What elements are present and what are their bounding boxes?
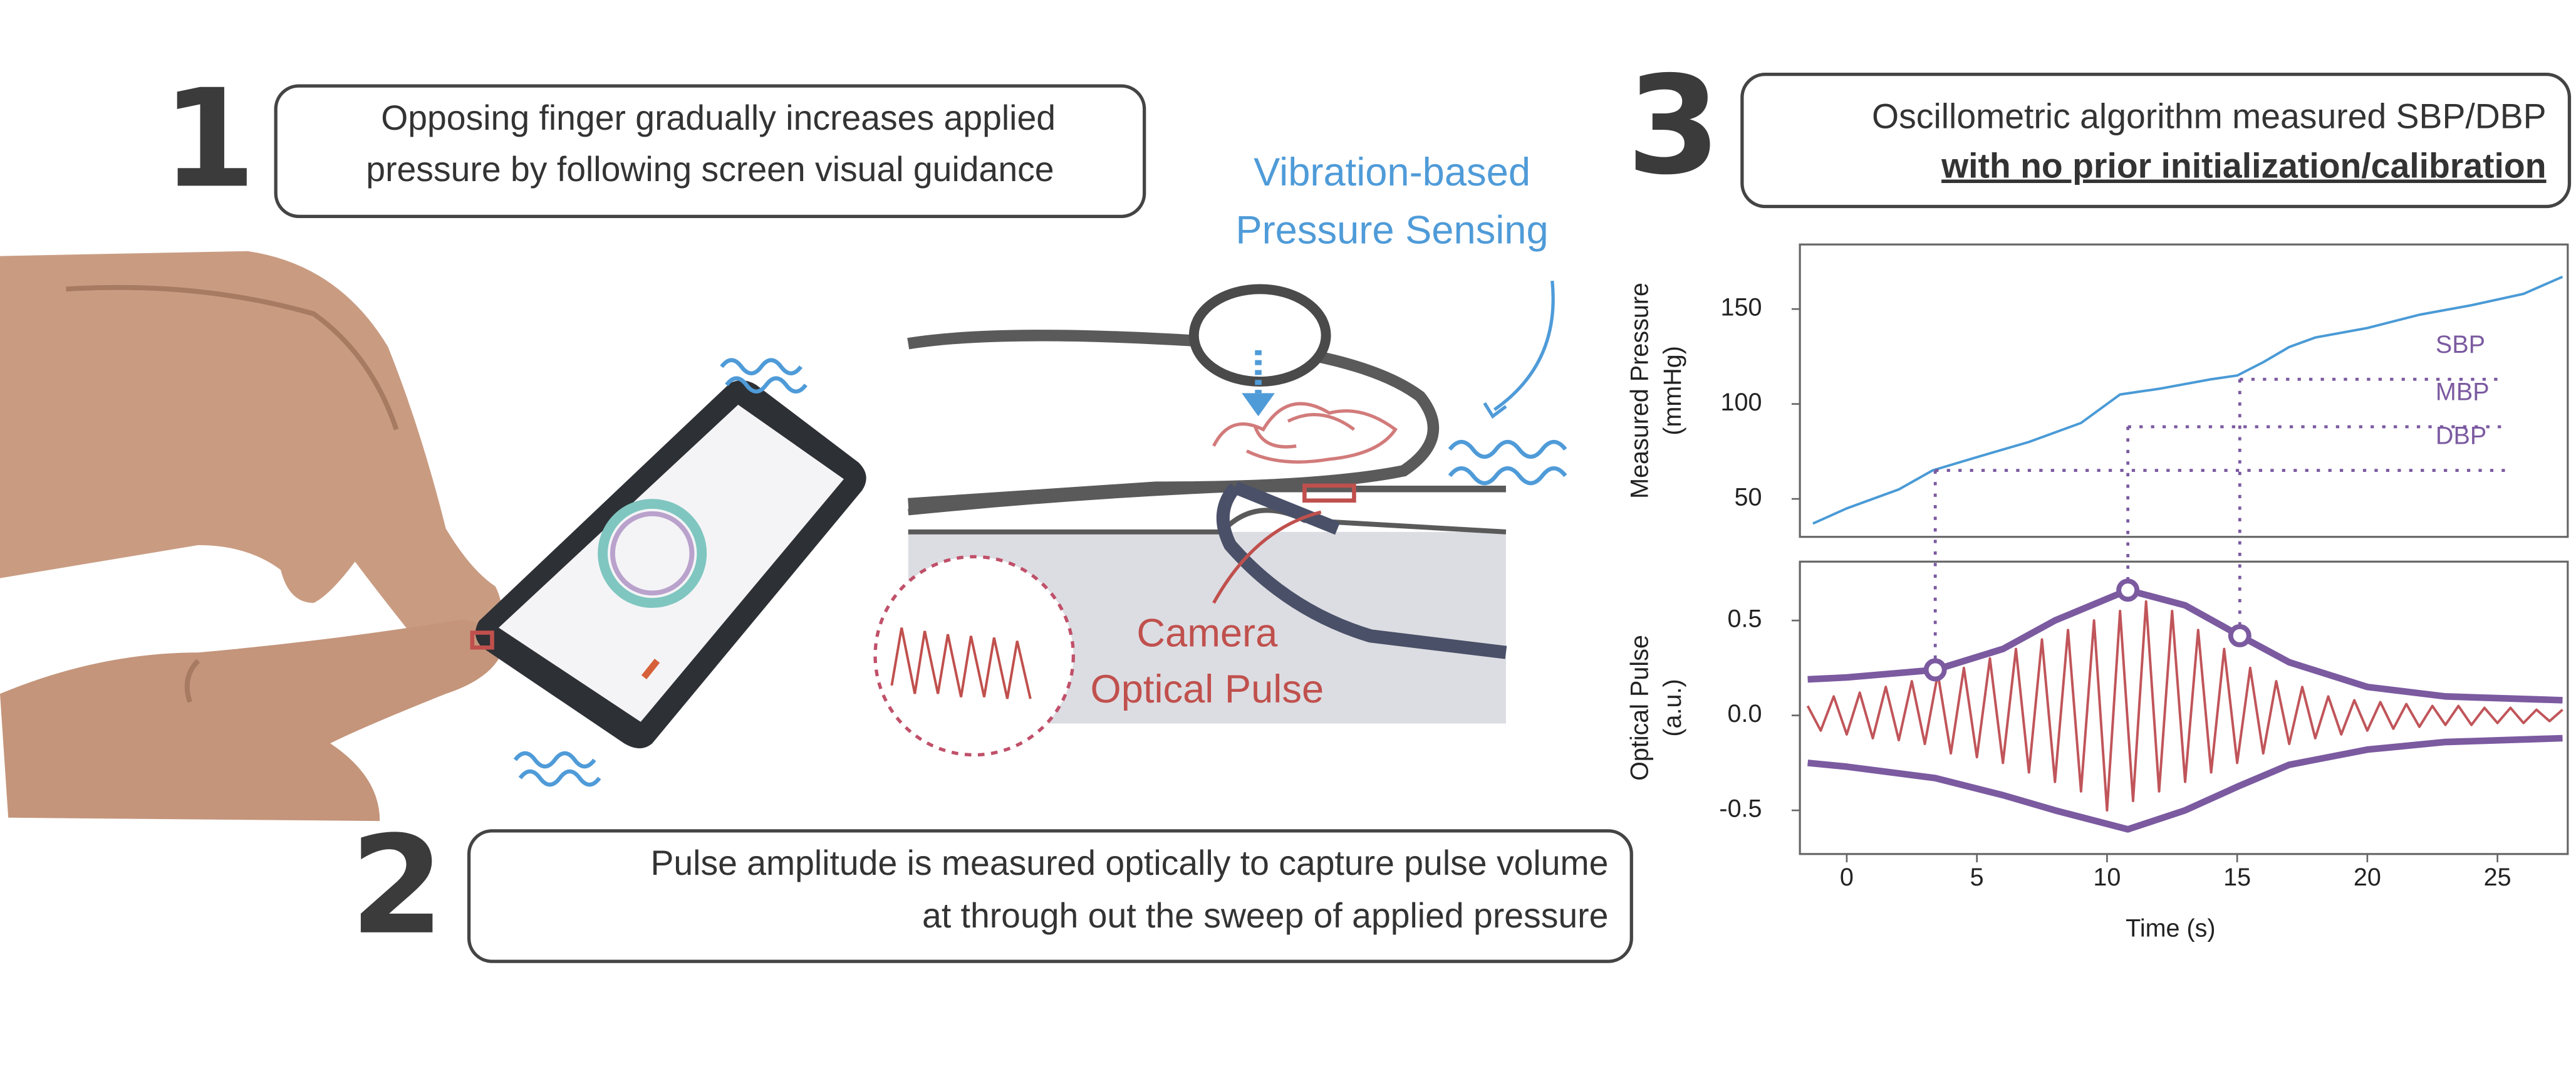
step-box	[274, 84, 1146, 218]
hands-illustration	[0, 251, 504, 822]
y-tick-label: 50	[1735, 484, 1762, 511]
envelope-line	[1807, 734, 2563, 833]
y-tick-label: -0.5	[1719, 795, 1762, 823]
phone	[470, 380, 866, 749]
camera-label: Camera	[1136, 612, 1278, 655]
plot-frame	[1799, 243, 2569, 538]
data-line	[1806, 600, 2563, 812]
y-tick-label: 0.0	[1728, 700, 1762, 728]
x-tick-label: 5	[1970, 864, 1984, 891]
step-number: 3	[1626, 46, 1720, 204]
x-tick-label: 15	[2223, 864, 2251, 891]
marker-point	[2116, 578, 2140, 602]
marker-point	[2228, 624, 2251, 647]
y-tick-label: 100	[1721, 389, 1762, 416]
marker-point	[1923, 658, 1947, 682]
y-tick-label: 0.5	[1728, 605, 1762, 633]
vibration-label: Pressure Sensing	[1235, 208, 1548, 252]
camera-label: Optical Pulse	[1091, 667, 1324, 711]
envelope-line	[1807, 587, 2563, 704]
step-box	[467, 829, 1633, 963]
y-axis-label: (mmHg)	[1659, 346, 1686, 436]
step-text: Pulse amplitude is measured optically to…	[650, 843, 1608, 882]
x-tick-label: 25	[2484, 864, 2511, 891]
marker-label: MBP	[2436, 379, 2490, 406]
plot-frame	[1799, 560, 2569, 855]
x-tick-label: 0	[1840, 864, 1854, 891]
data-line	[1812, 275, 2563, 525]
finger-diagram	[873, 280, 1555, 757]
y-axis-label: Optical Pulse	[1626, 635, 1654, 781]
x-tick-label: 10	[2093, 864, 2121, 891]
y-tick-label: 150	[1721, 294, 1762, 321]
step-text: pressure by following screen visual guid…	[366, 150, 1054, 189]
step-text: Oscillometric algorithm measured SBP/DBP	[1872, 97, 2546, 135]
step-number: 2	[350, 807, 444, 964]
step-text-emphasis: with no prior initialization/calibration	[1941, 147, 2546, 185]
y-axis-label: (a.u.)	[1659, 679, 1686, 736]
step-box	[1740, 73, 2572, 209]
step-number: 1	[162, 60, 256, 217]
marker-label: DBP	[2436, 422, 2486, 449]
x-tick-label: 20	[2354, 864, 2381, 891]
vibration-waves	[513, 358, 1567, 787]
step-text: at through out the sweep of applied pres…	[922, 896, 1608, 935]
y-axis-label: Measured Pressure	[1626, 283, 1654, 499]
marker-label: SBP	[2436, 331, 2485, 358]
step-text: Opposing finger gradually increases appl…	[381, 98, 1056, 137]
vibration-label: Vibration-based	[1254, 150, 1530, 194]
x-axis-label: Time (s)	[2126, 914, 2215, 942]
